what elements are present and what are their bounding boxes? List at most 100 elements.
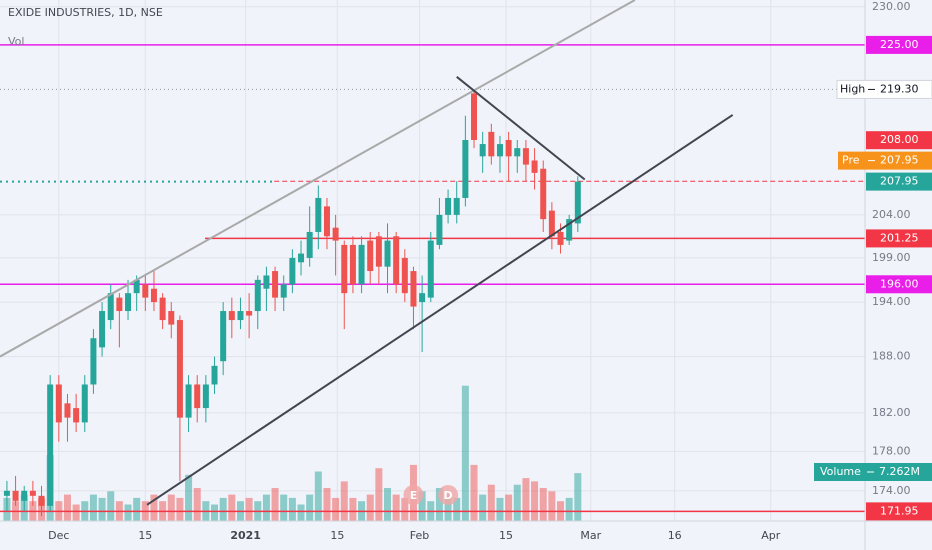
- candle-body: [176, 320, 183, 418]
- trend-line: [456, 76, 586, 181]
- y-tick-label: 188.00: [872, 350, 911, 363]
- volume-bar: [193, 488, 201, 521]
- price-label-box: [866, 275, 932, 294]
- x-tick-label: 15: [499, 529, 513, 542]
- volume-bar: [262, 494, 270, 521]
- candle-body: [471, 93, 478, 140]
- candle-body: [21, 490, 28, 501]
- volume-bar: [107, 491, 115, 521]
- volume-bar: [133, 497, 141, 521]
- y-tick-label: 199.00: [872, 251, 911, 264]
- volume-bar: [89, 494, 97, 521]
- grid: [0, 0, 865, 521]
- price-label: 207.95: [880, 154, 919, 167]
- candle-body: [531, 160, 538, 173]
- volume-bar: [401, 497, 409, 521]
- price-label: 171.95: [880, 504, 919, 517]
- candle-body: [540, 168, 547, 220]
- volume-bar: [505, 494, 513, 521]
- volume-bar: [288, 497, 296, 521]
- volume-bar: [167, 494, 175, 521]
- price-label-name: High: [840, 82, 865, 95]
- indicator-name: Vol: [8, 35, 24, 48]
- candle-body: [263, 275, 270, 289]
- volume-bar: [176, 497, 184, 521]
- y-tick-label: 230.00: [872, 0, 911, 13]
- candle-body: [3, 490, 10, 496]
- candle-body: [349, 244, 356, 285]
- axes: 174.00 178.00 182.00 188.00 194.00 199.00 204.…: [48, 0, 932, 542]
- volume-bar: [444, 494, 452, 521]
- candle-body: [228, 311, 235, 321]
- candle-body: [38, 495, 45, 506]
- volume-bar: [211, 504, 219, 521]
- candle-body: [375, 236, 382, 267]
- candle-body: [81, 384, 88, 423]
- volume-bar: [323, 488, 331, 521]
- candle-body: [410, 271, 417, 307]
- volume-bar: [375, 468, 383, 521]
- candle-body: [557, 231, 564, 245]
- price-label-box: [866, 502, 932, 521]
- volume-bar: [461, 385, 469, 521]
- x-tick-label: 2021: [230, 529, 261, 542]
- volume-bar: [332, 497, 340, 521]
- candle-body: [29, 490, 36, 496]
- price-label-box: [838, 151, 932, 170]
- x-tick-label: Feb: [410, 529, 429, 542]
- price-label-box: [866, 172, 932, 191]
- volume-bar: [522, 478, 530, 521]
- candle-body: [47, 384, 54, 506]
- x-tick-label: Mar: [580, 529, 601, 542]
- price-label: 201.25: [880, 231, 919, 244]
- volume-bar: [150, 494, 158, 521]
- candle-body: [90, 338, 97, 385]
- candle-body: [323, 206, 330, 237]
- x-tick-label: Dec: [48, 529, 69, 542]
- volume-bar: [349, 497, 357, 521]
- candle-body: [99, 311, 106, 348]
- candle-body: [159, 297, 166, 321]
- volume-bar: [124, 504, 132, 521]
- price-label-name: Pre: [842, 154, 860, 167]
- candle-body: [73, 408, 80, 423]
- volume-bar: [574, 473, 582, 521]
- volume-bar: [306, 494, 314, 521]
- volume-bar: [565, 497, 573, 521]
- price-label: 219.30: [880, 82, 919, 95]
- candle-body: [496, 144, 503, 157]
- candle-body: [220, 311, 227, 362]
- volume-bar: [453, 497, 461, 521]
- chart-title: EXIDE INDUSTRIES, 1D, NSE: [8, 6, 163, 19]
- candles: [3, 89, 581, 516]
- candle-body: [12, 490, 19, 501]
- x-tick-label: 16: [668, 529, 682, 542]
- candle-body: [488, 131, 495, 157]
- candle-body: [522, 148, 529, 165]
- candle-body: [150, 288, 157, 303]
- candle-body: [479, 144, 486, 157]
- trend-line: [146, 114, 734, 506]
- y-tick-label: 204.00: [872, 208, 911, 221]
- volume-bar: [314, 471, 322, 521]
- candle-body: [453, 197, 460, 215]
- candle-body: [315, 197, 322, 232]
- volume-bar: [228, 494, 236, 521]
- candle-body: [298, 253, 305, 263]
- candle-body: [107, 293, 114, 321]
- volume-bar: [297, 504, 305, 521]
- candle-body: [514, 148, 521, 157]
- price-label: 225.00: [880, 38, 919, 51]
- candle-body: [445, 197, 452, 215]
- volume-bar: [185, 474, 193, 521]
- candle-body: [142, 284, 149, 298]
- event-marker: [403, 485, 424, 505]
- candle-body: [332, 227, 339, 241]
- volume-label-name: Volume: [820, 465, 861, 478]
- y-tick-label: 194.00: [872, 295, 911, 308]
- volume-bar: [280, 494, 288, 521]
- volume-bar: [245, 497, 253, 521]
- candle-body: [462, 139, 469, 198]
